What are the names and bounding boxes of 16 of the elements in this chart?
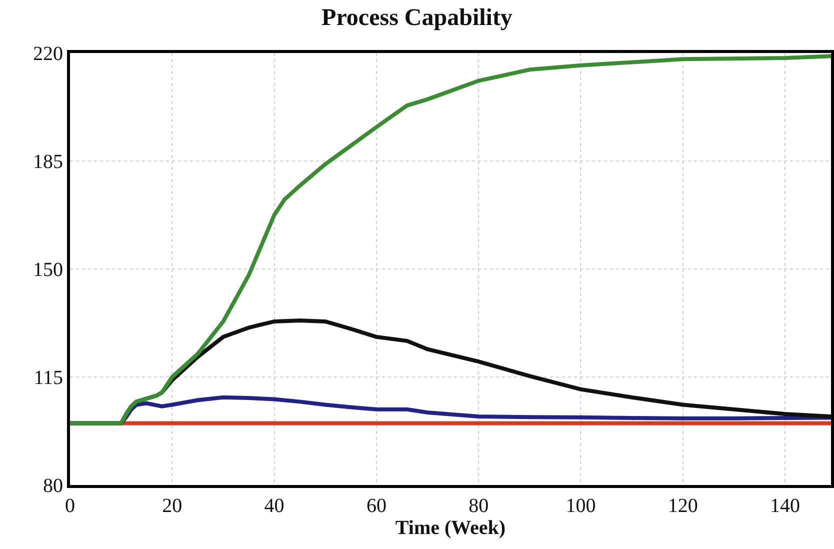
x-tick-label: 140 [770, 495, 800, 517]
x-tick-label: 60 [366, 495, 386, 517]
x-tick-label: 120 [668, 495, 698, 517]
y-tick-label: 115 [34, 367, 63, 389]
chart-title: Process Capability [322, 5, 512, 32]
x-tick-label: 80 [468, 495, 489, 517]
y-tick-label: 80 [43, 475, 63, 497]
x-tick-label: 40 [264, 495, 284, 517]
y-tick-label: 150 [33, 259, 63, 281]
line-series [70, 54, 831, 426]
y-tick-label: 220 [33, 43, 63, 65]
y-tick-label: 185 [33, 151, 63, 173]
x-tick-label: 100 [566, 495, 596, 517]
x-axis-title: Time (Week) [395, 517, 506, 539]
x-tick-label: 0 [65, 495, 75, 517]
x-tick-label: 20 [162, 495, 182, 517]
